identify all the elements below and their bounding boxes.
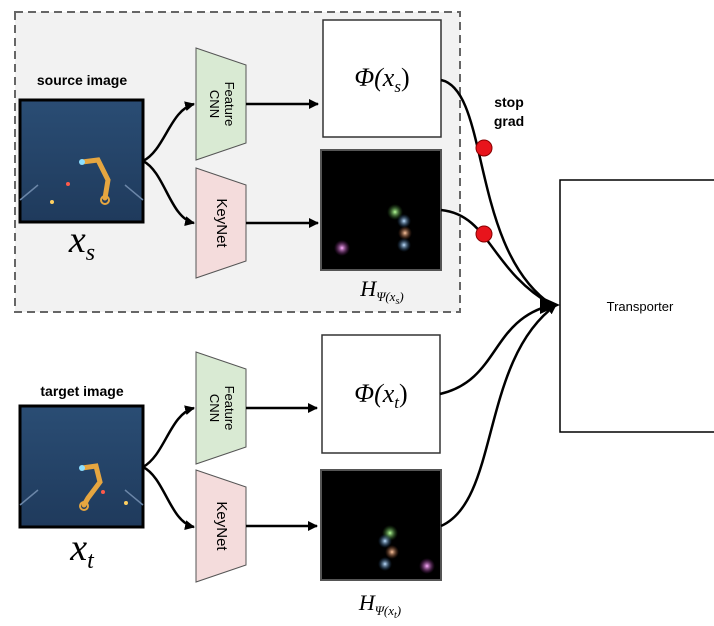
heatmap [321, 150, 441, 270]
text-part: ) [399, 379, 408, 408]
feature-box-label: Φ(xt) [354, 379, 407, 412]
text-part: CNN [207, 90, 222, 118]
transporter-label: Transporter [607, 299, 674, 314]
text-part: Ψ(x [375, 603, 394, 618]
heatmap [321, 470, 441, 580]
source-label: source image [37, 72, 127, 88]
target-label: target image [40, 383, 123, 399]
text-part: CNN [207, 394, 222, 422]
text-part: stop [494, 94, 524, 110]
text-part: t [87, 548, 95, 574]
text-part: x [69, 527, 87, 569]
diagram: source image xs FeatureCNN KeyNet Φ(xs) … [0, 0, 714, 626]
text-part: x [68, 219, 86, 261]
text-part: ) [401, 63, 410, 92]
target-symbol: xt [69, 527, 95, 574]
text-part: s [86, 240, 95, 266]
feature-box-label: Φ(xs) [354, 63, 409, 96]
arrow [143, 408, 194, 467]
keynet-label: KeyNet [213, 501, 230, 551]
stop-grad-marker [476, 226, 492, 242]
text-part: Feature [222, 386, 237, 431]
text-part: H [359, 276, 377, 301]
heatmap-label: HΨ(xt) [358, 590, 401, 621]
text-part: Φ(x [354, 379, 394, 408]
text-part: H [358, 590, 376, 615]
stop-grad-label: stop grad [494, 94, 524, 129]
target-image [20, 406, 143, 527]
text-part: Ψ(x [376, 289, 395, 304]
text-part: Φ(x [354, 63, 394, 92]
stop-grad-marker [476, 140, 492, 156]
keynet-label: KeyNet [213, 198, 230, 248]
text-part: ) [398, 289, 403, 304]
text-part: grad [494, 113, 524, 129]
text-part: ) [396, 603, 401, 618]
connector [441, 305, 556, 526]
text-part: Feature [222, 82, 237, 127]
arrow [143, 467, 194, 527]
source-image [20, 100, 143, 222]
connector [440, 305, 552, 394]
